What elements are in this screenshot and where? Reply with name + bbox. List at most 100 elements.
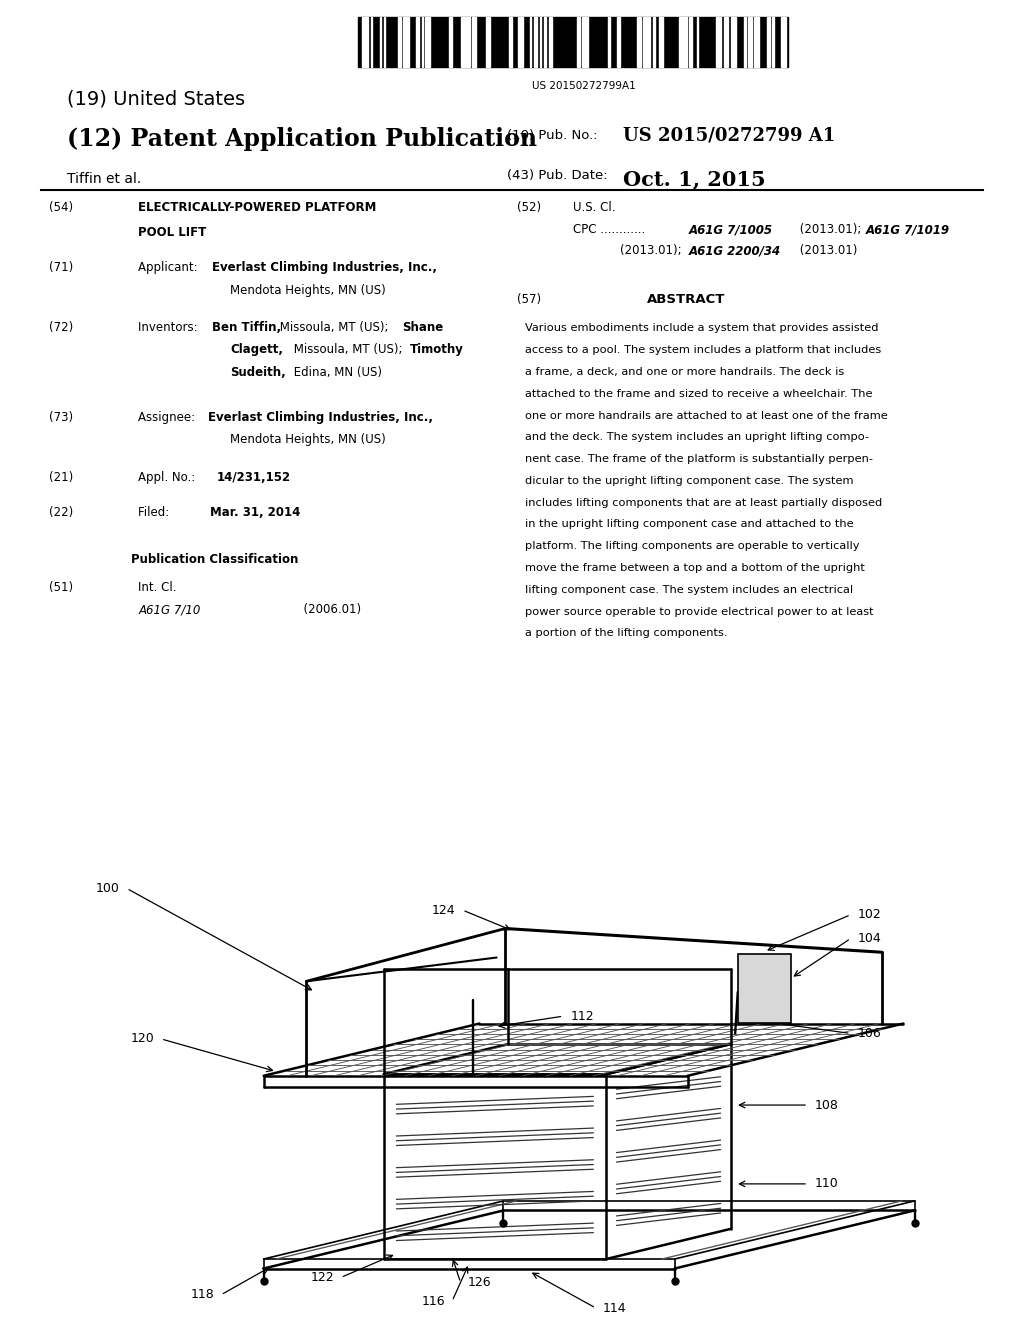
Text: CPC ............: CPC ............: [573, 223, 653, 236]
Text: 112: 112: [570, 1010, 594, 1023]
Bar: [461, 17, 465, 67]
Bar: [637, 17, 641, 67]
Bar: [486, 17, 490, 67]
Text: Everlast Climbing Industries, Inc.,: Everlast Climbing Industries, Inc.,: [212, 261, 437, 275]
Text: 122: 122: [310, 1271, 334, 1284]
Text: one or more handrails are attached to at least one of the frame: one or more handrails are attached to at…: [525, 411, 888, 421]
Text: Oct. 1, 2015: Oct. 1, 2015: [623, 169, 765, 189]
Text: (2013.01);: (2013.01);: [620, 244, 685, 257]
Text: Everlast Climbing Industries, Inc.,: Everlast Climbing Industries, Inc.,: [208, 411, 433, 424]
Text: Missoula, MT (US);: Missoula, MT (US);: [276, 321, 393, 334]
Bar: [530, 17, 531, 67]
Text: lifting component case. The system includes an electrical: lifting component case. The system inclu…: [525, 585, 853, 595]
Bar: [587, 17, 588, 67]
Bar: [582, 17, 586, 67]
Bar: [540, 17, 541, 67]
Text: US 20150272799A1: US 20150272799A1: [531, 81, 636, 91]
Text: platform. The lifting components are operable to vertically: platform. The lifting components are ope…: [525, 541, 860, 552]
Bar: [422, 17, 423, 67]
Text: 116: 116: [422, 1295, 445, 1308]
Text: and the deck. The system includes an upright lifting compo-: and the deck. The system includes an upr…: [525, 433, 869, 442]
Bar: [358, 17, 788, 67]
Text: 106: 106: [858, 1027, 882, 1040]
Text: 102: 102: [858, 908, 882, 921]
Bar: [737, 954, 791, 1023]
Bar: [608, 17, 610, 67]
Bar: [384, 17, 385, 67]
Text: (71): (71): [49, 261, 74, 275]
Bar: [416, 17, 419, 67]
Text: access to a pool. The system includes a platform that includes: access to a pool. The system includes a …: [525, 346, 882, 355]
Text: (22): (22): [49, 506, 74, 519]
Text: Applicant:: Applicant:: [138, 261, 206, 275]
Text: (21): (21): [49, 471, 74, 484]
Text: move the frame between a top and a bottom of the upright: move the frame between a top and a botto…: [525, 562, 865, 573]
Text: 108: 108: [815, 1098, 839, 1111]
Bar: [398, 17, 401, 67]
Bar: [648, 17, 650, 67]
Bar: [679, 17, 681, 67]
Bar: [772, 17, 774, 67]
Text: Clagett,: Clagett,: [230, 343, 284, 356]
Text: Tiffin et al.: Tiffin et al.: [67, 172, 141, 186]
Text: 14/231,152: 14/231,152: [217, 471, 291, 484]
Text: (54): (54): [49, 201, 74, 214]
Bar: [724, 17, 728, 67]
Bar: [425, 17, 430, 67]
Text: (43) Pub. Date:: (43) Pub. Date:: [507, 169, 607, 182]
Text: A61G 7/1019: A61G 7/1019: [865, 223, 949, 236]
Text: Mendota Heights, MN (US): Mendota Heights, MN (US): [230, 433, 386, 446]
Text: 118: 118: [190, 1288, 214, 1302]
Bar: [781, 17, 786, 67]
Bar: [362, 17, 368, 67]
Text: Publication Classification: Publication Classification: [131, 553, 299, 566]
Bar: [509, 17, 512, 67]
Bar: [544, 17, 546, 67]
Bar: [682, 17, 687, 67]
Bar: [697, 17, 698, 67]
Text: A61G 7/10: A61G 7/10: [138, 603, 201, 616]
Text: a portion of the lifting components.: a portion of the lifting components.: [525, 628, 728, 639]
Text: Assignee:: Assignee:: [138, 411, 203, 424]
Bar: [466, 17, 470, 67]
Bar: [748, 17, 752, 67]
Bar: [689, 17, 692, 67]
Text: ELECTRICALLY-POWERED PLATFORM: ELECTRICALLY-POWERED PLATFORM: [138, 201, 377, 214]
Bar: [744, 17, 746, 67]
Text: Int. Cl.: Int. Cl.: [138, 581, 177, 594]
Text: Inventors:: Inventors:: [138, 321, 206, 334]
Bar: [534, 17, 537, 67]
Bar: [403, 17, 409, 67]
Text: (57): (57): [517, 293, 542, 306]
Bar: [617, 17, 620, 67]
Bar: [731, 17, 736, 67]
Text: ABSTRACT: ABSTRACT: [647, 293, 725, 306]
Bar: [449, 17, 452, 67]
Text: US 2015/0272799 A1: US 2015/0272799 A1: [623, 127, 835, 145]
Text: attached to the frame and sized to receive a wheelchair. The: attached to the frame and sized to recei…: [525, 388, 872, 399]
Bar: [518, 17, 523, 67]
Text: Mar. 31, 2014: Mar. 31, 2014: [210, 506, 300, 519]
Bar: [653, 17, 655, 67]
Bar: [643, 17, 647, 67]
Text: (19) United States: (19) United States: [67, 90, 245, 108]
Text: A61G 7/1005: A61G 7/1005: [689, 223, 773, 236]
Text: 100: 100: [96, 882, 120, 895]
Text: a frame, a deck, and one or more handrails. The deck is: a frame, a deck, and one or more handrai…: [525, 367, 845, 378]
Text: Sudeith,: Sudeith,: [230, 366, 286, 379]
Text: A61G 2200/34: A61G 2200/34: [689, 244, 781, 257]
Text: 104: 104: [858, 932, 882, 945]
Text: (10) Pub. No.:: (10) Pub. No.:: [507, 129, 598, 143]
Text: Edina, MN (US): Edina, MN (US): [290, 366, 382, 379]
Text: Appl. No.:: Appl. No.:: [138, 471, 203, 484]
Text: (2013.01);: (2013.01);: [796, 223, 865, 236]
Text: (73): (73): [49, 411, 74, 424]
Text: (51): (51): [49, 581, 74, 594]
Bar: [577, 17, 580, 67]
Text: 120: 120: [130, 1032, 154, 1045]
Text: Ben Tiffin,: Ben Tiffin,: [212, 321, 282, 334]
Text: Missoula, MT (US);: Missoula, MT (US);: [290, 343, 407, 356]
Text: in the upright lifting component case and attached to the: in the upright lifting component case an…: [525, 519, 854, 529]
Text: (52): (52): [517, 201, 542, 214]
Text: Timothy: Timothy: [410, 343, 464, 356]
